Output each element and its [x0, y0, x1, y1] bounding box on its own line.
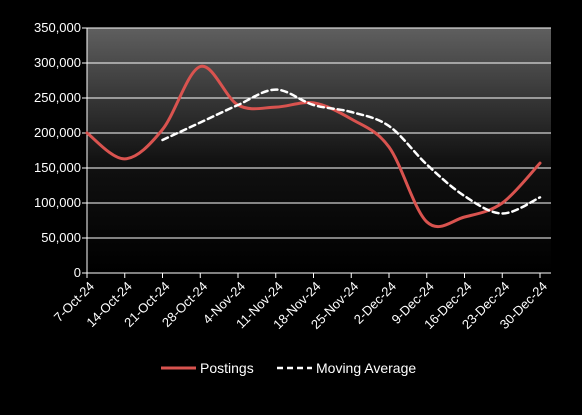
y-tick-label: 250,000: [34, 90, 81, 105]
series-line-postings: [85, 64, 542, 229]
y-tick-label: 150,000: [34, 160, 81, 175]
y-tick-label: 100,000: [34, 195, 81, 210]
y-tick-label: 300,000: [34, 55, 81, 70]
y-tick-label: 200,000: [34, 125, 81, 140]
series-line-moving-average: [161, 88, 542, 215]
legend-label-moving-average: Moving Average: [316, 360, 416, 376]
y-tick-label: 350,000: [34, 20, 81, 35]
plot-area: [87, 28, 551, 273]
legend-label-postings: Postings: [200, 360, 254, 376]
legend: Postings Moving Average: [161, 360, 416, 376]
x-axis-tick-labels: 7-Oct-2414-Oct-2421-Oct-2428-Oct-244-Nov…: [51, 279, 550, 333]
axes: [86, 28, 551, 278]
series-lines: [85, 64, 542, 229]
y-axis-tick-labels: 0 50,000 100,000 150,000 200,000 250,000 300,0…: [34, 20, 81, 280]
y-tick-label: 0: [74, 265, 81, 280]
y-tick-label: 50,000: [41, 230, 81, 245]
grid-lines: [82, 27, 551, 274]
